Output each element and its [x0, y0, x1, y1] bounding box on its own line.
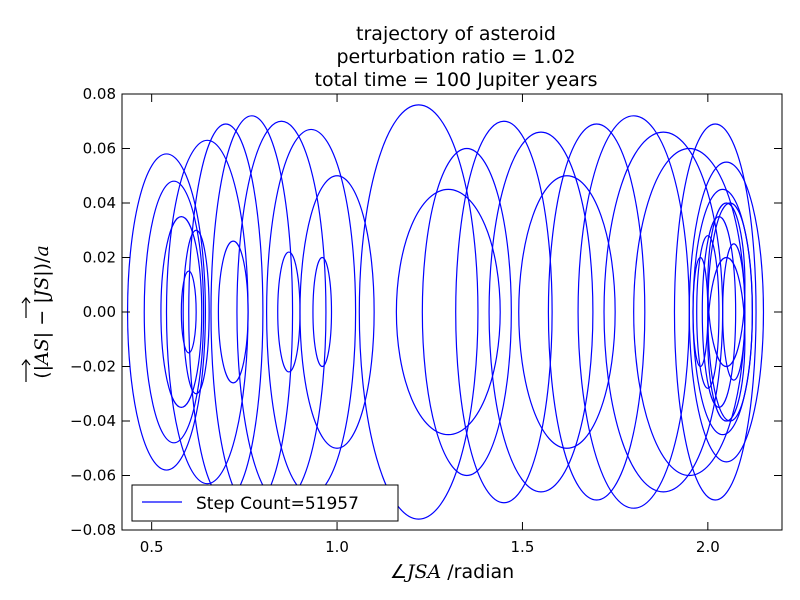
trajectory-loop [488, 131, 594, 493]
vector-arrow-icon [21, 297, 31, 318]
svg-text:∠JSA /radian: ∠JSA /radian [390, 561, 514, 583]
legend-box [131, 484, 399, 522]
y-tick-label: 0.06 [83, 140, 116, 158]
x-axis-label-symbol: ∠ [390, 561, 407, 583]
trajectory-loop [688, 161, 765, 463]
x-tick-label: 1.5 [511, 538, 535, 556]
trajectory-loop [277, 251, 301, 373]
legend: Step Count=51957 [131, 484, 399, 522]
trajectory-loop [696, 235, 720, 389]
legend-label: Step Count=51957 [196, 494, 359, 514]
x-axis-label-text: /radian [441, 561, 514, 583]
title-line-2: perturbation ratio = 1.02 [336, 46, 575, 68]
y-axis-label-mid: | − | [31, 297, 53, 338]
y-tick-label: −0.04 [70, 412, 116, 430]
trajectory-loop [673, 123, 757, 501]
trajectory-loop [722, 243, 746, 381]
trajectory-loop [182, 229, 210, 395]
trajectory-loop [217, 240, 249, 384]
trajectory-loop [358, 104, 479, 520]
y-tick-label: 0.02 [83, 249, 116, 267]
trajectory-loop [701, 216, 737, 408]
x-axis-label-math: JSA [403, 561, 441, 583]
trajectory-loop [707, 256, 746, 422]
trajectory-loop [395, 188, 501, 436]
y-tick-label: 0.00 [83, 303, 116, 321]
x-tick-label: 1.0 [325, 538, 349, 556]
title-line-1: trajectory of asteroid [356, 23, 556, 45]
axis-ticks: 0.5 1.0 1.5 2.0 −0.08 −0.06 −0.04 −0.02 0.00 0.02… [70, 85, 782, 556]
x-tick-label: 0.5 [140, 538, 164, 556]
trajectory-loop [421, 147, 512, 477]
svg-text:(|AS| − |JS|)/a: (|AS| − |JS|)/a [31, 245, 53, 379]
trajectory-loop [518, 175, 616, 449]
trajectory-loop [312, 256, 333, 368]
title-line-3: total time = 100 Jupiter years [315, 69, 598, 91]
y-axis-label-denom: a [31, 245, 53, 256]
chart-title: trajectory of asteroid perturbation rati… [315, 23, 598, 91]
y-axis-label-close: |)/ [31, 256, 53, 277]
trajectory-loop [455, 120, 553, 504]
vector-arrow-icon [21, 359, 31, 382]
y-axis-label: (|AS| − |JS|)/a [21, 245, 53, 382]
y-axis-label-vec1: AS [31, 338, 53, 367]
trajectory-loop [547, 123, 646, 501]
y-tick-label: 0.08 [83, 85, 116, 103]
y-axis-label-open: (| [31, 365, 53, 379]
trajectory-loop [692, 256, 709, 368]
y-tick-label: 0.04 [83, 194, 116, 212]
trajectory-loop [180, 270, 197, 354]
x-axis-label: ∠JSA /radian [390, 561, 514, 583]
y-tick-label: −0.02 [70, 358, 116, 376]
y-axis-label-vec2: JS [31, 277, 53, 302]
trajectory-loop [707, 202, 746, 368]
x-tick-label: 2.0 [696, 538, 720, 556]
y-tick-label: −0.06 [70, 467, 116, 485]
y-tick-label: −0.08 [70, 521, 116, 539]
trajectory-loop [143, 180, 205, 444]
trajectory-loop [160, 216, 203, 408]
